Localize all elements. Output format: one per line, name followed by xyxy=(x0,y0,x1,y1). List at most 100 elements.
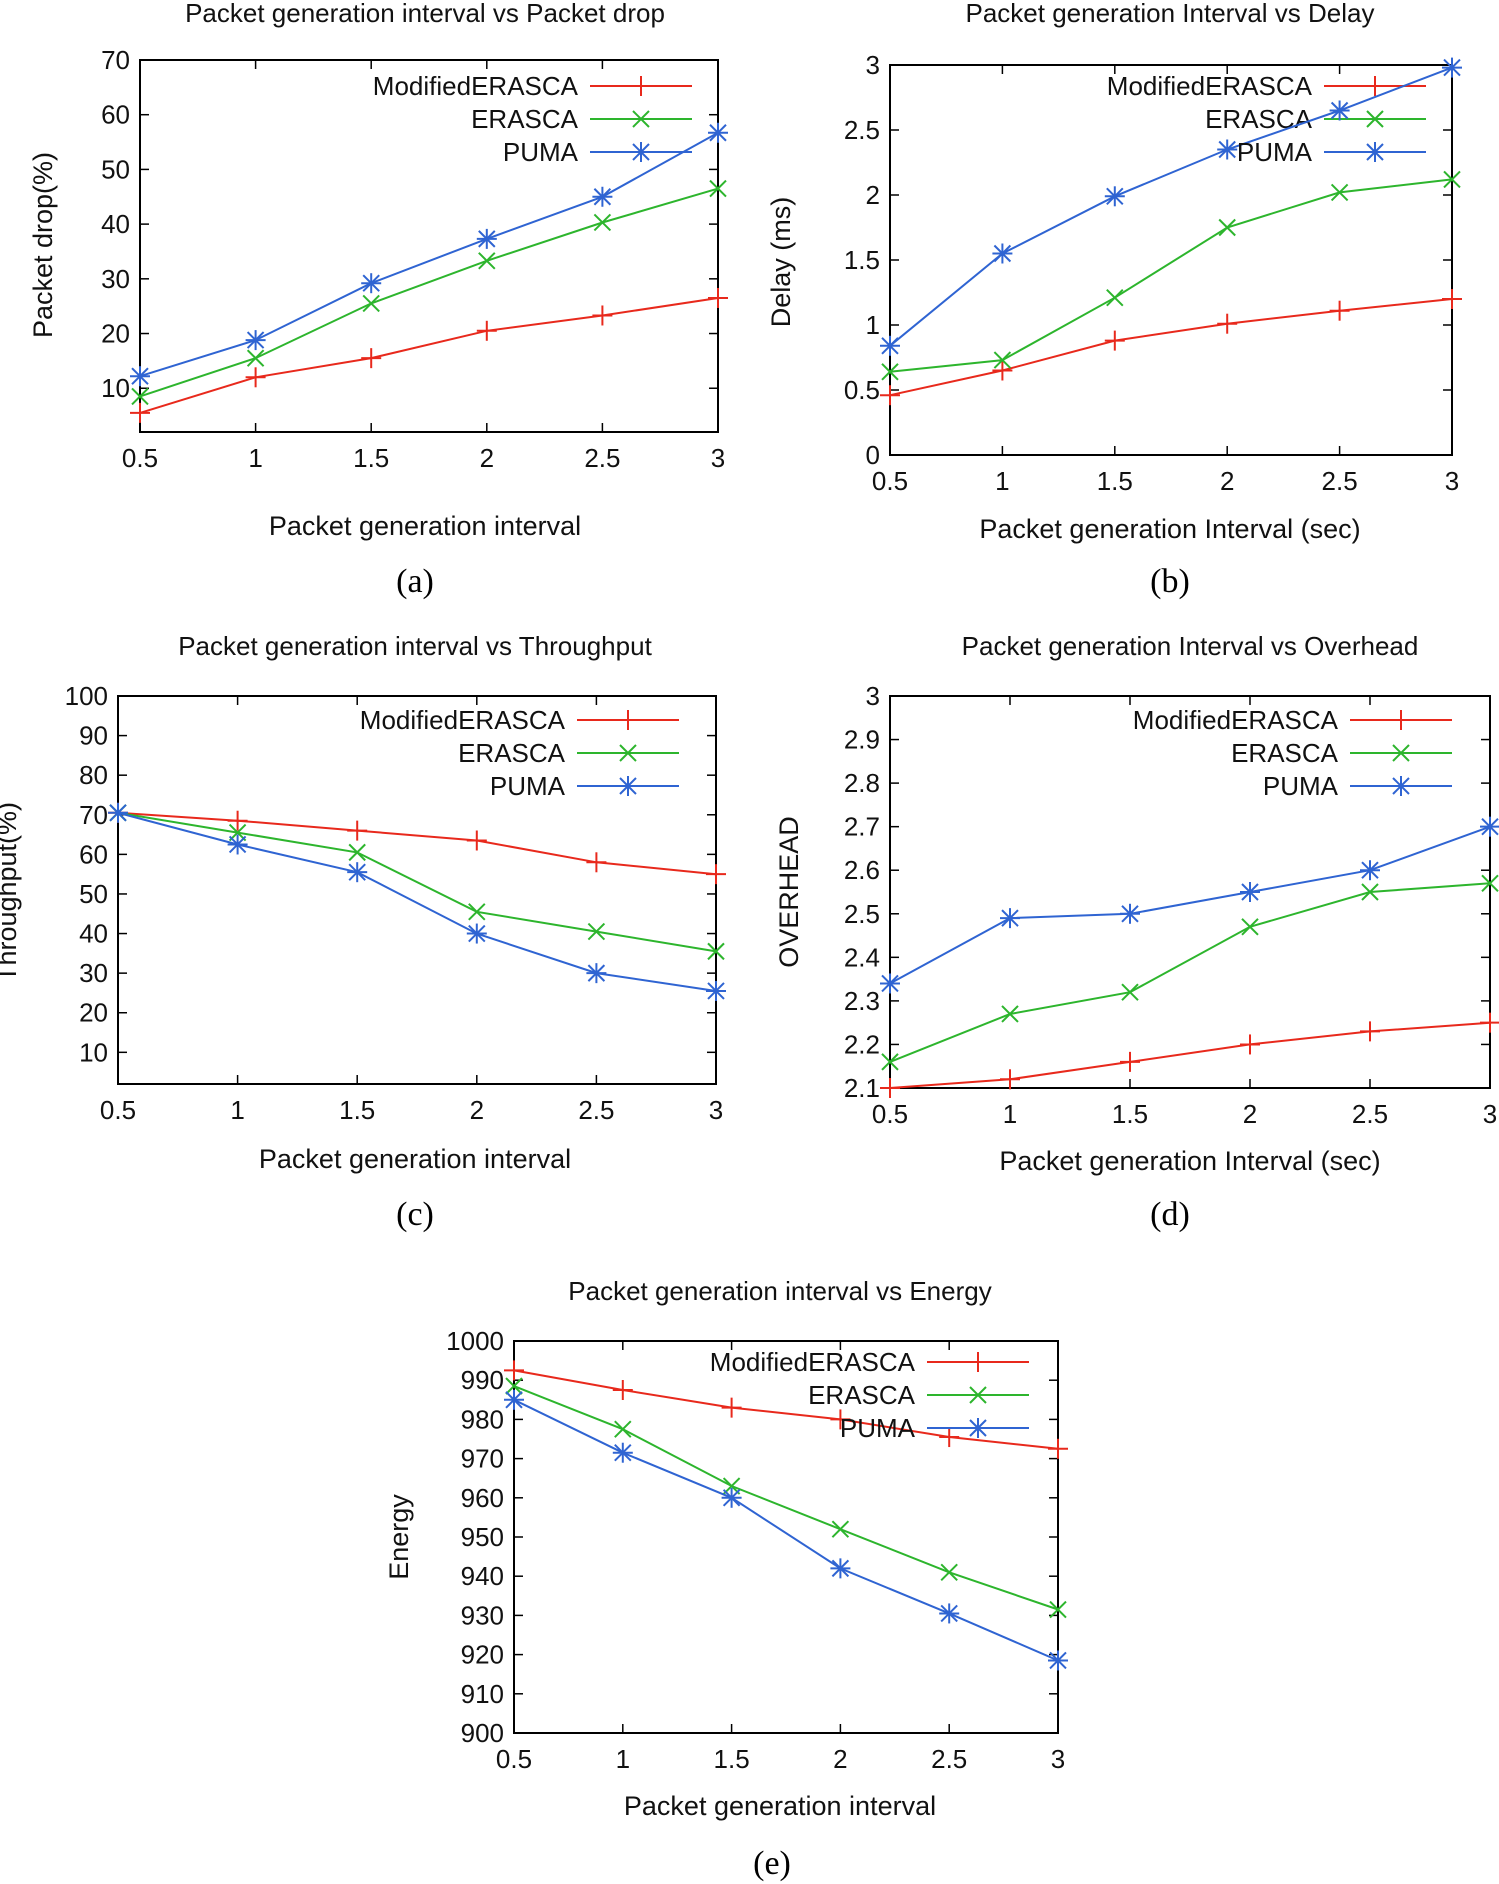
x-tick-label: 1.5 xyxy=(339,1095,375,1125)
series-line xyxy=(139,297,719,414)
x-tick-label: 2.5 xyxy=(1322,466,1358,496)
x-axis-label: Packet generation interval xyxy=(624,1791,936,1821)
y-tick-label: 0.5 xyxy=(844,375,880,405)
y-tick-label: 970 xyxy=(461,1444,504,1474)
y-tick-label: 990 xyxy=(461,1365,504,1395)
plot-frame xyxy=(117,695,717,1085)
data-point xyxy=(1120,1051,1140,1072)
data-point xyxy=(466,830,487,851)
legend-marker xyxy=(618,776,638,796)
data-point xyxy=(1001,1005,1019,1023)
x-tick-label: 2 xyxy=(480,443,494,473)
data-point xyxy=(361,348,382,369)
legend-label: PUMA xyxy=(1263,771,1339,801)
data-point xyxy=(1443,170,1461,189)
legend-label: ModifiedERASCA xyxy=(373,71,579,101)
y-tick-label: 900 xyxy=(461,1718,504,1748)
series-line xyxy=(889,882,1491,1063)
data-point xyxy=(881,1053,899,1071)
chart-panel-4: Packet generation Interval vs Overhead 0.… xyxy=(774,631,1499,1233)
data-point xyxy=(587,922,606,941)
data-point xyxy=(1361,883,1379,901)
data-point xyxy=(1048,1438,1068,1459)
data-point xyxy=(468,903,486,921)
plot-frame xyxy=(889,64,1453,456)
y-tick-label: 10 xyxy=(79,1037,108,1067)
data-point xyxy=(586,963,607,984)
series-line xyxy=(889,66,1453,347)
x-tick-label: 2.5 xyxy=(584,443,620,473)
data-point xyxy=(612,1442,633,1463)
legend-entry-PUMA: PUMA xyxy=(1237,137,1426,167)
data-point xyxy=(1000,1069,1020,1090)
y-tick-label: 2 xyxy=(866,180,880,210)
panel-caption: (c) xyxy=(396,1196,434,1233)
legend-marker xyxy=(1366,110,1384,128)
series-ModifiedERASCA xyxy=(880,1012,1499,1098)
series-PUMA xyxy=(130,122,728,387)
y-tick-label: 2.4 xyxy=(844,942,880,972)
data-point xyxy=(347,820,368,841)
legend-marker xyxy=(631,76,651,96)
y-tick-label: 2.2 xyxy=(844,1029,880,1059)
y-tick-label: 30 xyxy=(79,958,108,988)
data-point xyxy=(1442,57,1462,78)
data-point xyxy=(881,363,899,381)
y-tick-label: 930 xyxy=(461,1600,504,1630)
data-point xyxy=(1048,1650,1068,1671)
y-axis-label: Packet drop(%) xyxy=(28,152,58,338)
legend-entry-ERASCA: ERASCA xyxy=(808,1380,1029,1410)
x-tick-label: 1.5 xyxy=(1097,466,1133,496)
data-point xyxy=(1104,186,1125,207)
data-point xyxy=(505,1377,523,1395)
x-tick-label: 3 xyxy=(709,1095,723,1125)
data-point xyxy=(466,923,487,944)
plot-frame xyxy=(889,695,1491,1089)
y-tick-label: 2.5 xyxy=(844,115,880,145)
legend-entry-ERASCA: ERASCA xyxy=(1231,738,1452,768)
legend-label: ERASCA xyxy=(1205,104,1313,134)
y-tick-label: 2.8 xyxy=(844,768,880,798)
series-line xyxy=(889,825,1491,985)
data-point xyxy=(939,1603,960,1624)
series-ModifiedERASCA xyxy=(880,289,1462,406)
series-line xyxy=(513,1385,1059,1611)
y-tick-label: 0 xyxy=(866,440,880,470)
data-point xyxy=(880,335,900,356)
x-tick-label: 2 xyxy=(1220,466,1234,496)
legend-entry-ERASCA: ERASCA xyxy=(1205,104,1426,134)
data-point xyxy=(1104,330,1125,351)
legend-entry-PUMA: PUMA xyxy=(503,137,692,167)
legend-entry-PUMA: PUMA xyxy=(840,1413,1029,1443)
data-point xyxy=(1442,289,1462,309)
x-tick-label: 1.5 xyxy=(353,443,389,473)
y-axis-label: OVERHEAD xyxy=(774,816,804,968)
y-tick-label: 70 xyxy=(79,800,108,830)
data-point xyxy=(993,351,1012,369)
legend-entry-ModifiedERASCA: ModifiedERASCA xyxy=(360,705,679,735)
data-point xyxy=(1121,983,1139,1001)
legend-label: ModifiedERASCA xyxy=(1133,705,1339,735)
data-point xyxy=(348,843,366,862)
legend-label: ERASCA xyxy=(471,104,579,134)
x-tick-label: 0.5 xyxy=(122,443,158,473)
panel-caption: (d) xyxy=(1150,1196,1190,1233)
chart-title: Packet generation interval vs Packet dro… xyxy=(185,0,665,28)
x-tick-label: 1.5 xyxy=(714,1744,750,1774)
data-point xyxy=(721,1397,742,1418)
legend-entry-ERASCA: ERASCA xyxy=(471,104,692,134)
y-tick-label: 40 xyxy=(79,919,108,949)
x-tick-label: 2.5 xyxy=(931,1744,967,1774)
x-axis-label: Packet generation interval xyxy=(259,1144,571,1174)
data-point xyxy=(592,186,613,207)
y-tick-label: 20 xyxy=(79,998,108,1028)
x-tick-label: 2 xyxy=(1243,1099,1257,1129)
y-tick-label: 2.1 xyxy=(844,1073,880,1103)
panel-caption: (b) xyxy=(1150,563,1190,600)
data-point xyxy=(880,385,900,406)
series-ERASCA xyxy=(109,804,725,961)
x-tick-label: 2.5 xyxy=(1352,1099,1388,1129)
y-tick-label: 1000 xyxy=(446,1326,504,1356)
legend-label: PUMA xyxy=(1237,137,1313,167)
x-tick-label: 3 xyxy=(1445,466,1459,496)
